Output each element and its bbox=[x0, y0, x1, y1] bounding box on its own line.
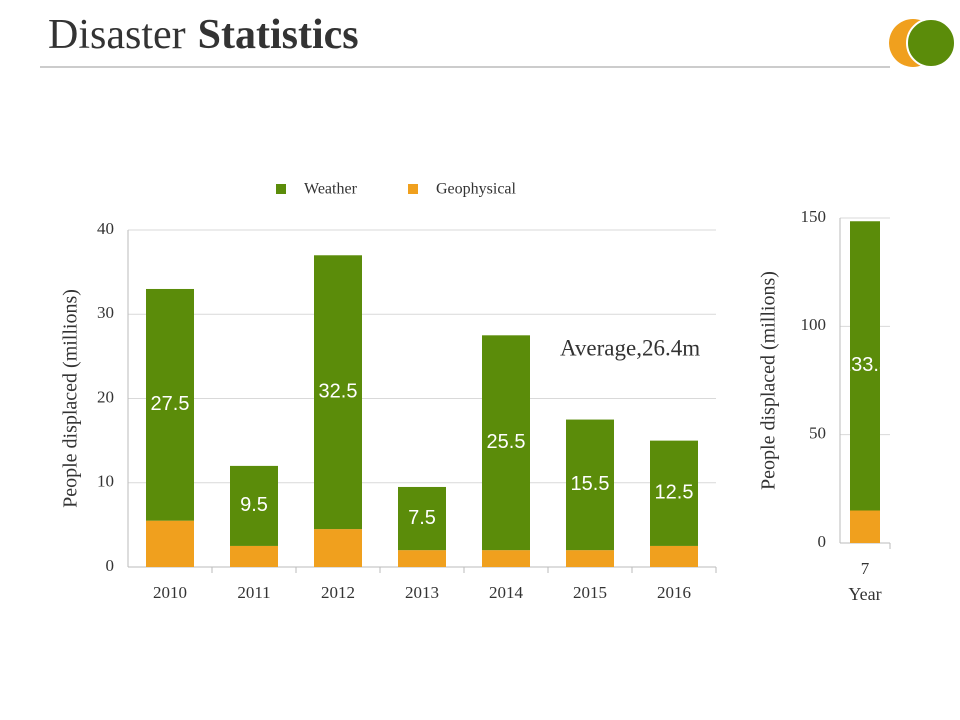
data-label: 7.5 bbox=[408, 507, 436, 529]
x-tick-label: 2016 bbox=[657, 583, 691, 602]
bar-segment bbox=[650, 440, 698, 546]
title: Disaster Statistics bbox=[48, 12, 359, 58]
x-tick-label: 2015 bbox=[573, 583, 607, 602]
annotation: Average,26.4m bbox=[560, 335, 700, 360]
bar-segment bbox=[650, 545, 698, 567]
bar-segment bbox=[566, 550, 614, 567]
data-label: 12.5 bbox=[655, 482, 694, 504]
y-tick-label: 150 bbox=[801, 207, 827, 226]
bar-segment bbox=[850, 510, 880, 543]
legend-swatch bbox=[408, 184, 418, 194]
bar-segment bbox=[850, 221, 880, 511]
bar-segment bbox=[398, 486, 446, 551]
x-axis-label: Year bbox=[848, 584, 881, 604]
data-label: 15.5 bbox=[571, 473, 610, 495]
bar-segment bbox=[566, 419, 614, 551]
bar-segment bbox=[314, 255, 362, 530]
y-tick-label: 10 bbox=[97, 472, 114, 491]
x-tick-label: 7 bbox=[861, 559, 870, 578]
y-tick-label: 0 bbox=[106, 556, 115, 575]
legend-label: Weather bbox=[304, 181, 358, 198]
deco-circle bbox=[906, 18, 956, 68]
x-tick-label: 2013 bbox=[405, 583, 439, 602]
bar-segment bbox=[230, 545, 278, 567]
y-axis-label: People displaced (millions) bbox=[758, 271, 780, 490]
data-label: 9.5 bbox=[240, 494, 268, 516]
legend-label: Geophysical bbox=[436, 181, 517, 198]
y-tick-label: 0 bbox=[818, 532, 827, 551]
y-tick-label: 50 bbox=[809, 424, 826, 443]
legend-swatch bbox=[276, 184, 286, 194]
bar-segment bbox=[146, 520, 194, 567]
y-tick-label: 30 bbox=[97, 303, 114, 322]
x-tick-label: 2010 bbox=[153, 583, 187, 602]
bar-segment bbox=[230, 465, 278, 546]
y-tick-label: 100 bbox=[801, 315, 827, 334]
title-light: Disaster bbox=[48, 12, 186, 58]
bar-segment bbox=[146, 288, 194, 521]
x-tick-label: 2011 bbox=[237, 583, 270, 602]
bar-segment bbox=[398, 550, 446, 567]
data-label: 25.5 bbox=[487, 431, 526, 453]
title-bold: Statistics bbox=[198, 12, 359, 58]
data-label: 32.5 bbox=[319, 380, 358, 402]
x-tick-label: 2012 bbox=[321, 583, 355, 602]
data-label: 133.5 bbox=[840, 354, 890, 376]
bar-segment bbox=[314, 529, 362, 567]
data-label: 27.5 bbox=[151, 393, 190, 415]
bar-segment bbox=[482, 550, 530, 567]
y-tick-label: 20 bbox=[97, 387, 114, 406]
y-axis-label: People displaced (millions) bbox=[60, 289, 82, 508]
y-tick-label: 40 bbox=[97, 219, 114, 238]
x-tick-label: 2014 bbox=[489, 583, 524, 602]
bar-segment bbox=[482, 335, 530, 551]
